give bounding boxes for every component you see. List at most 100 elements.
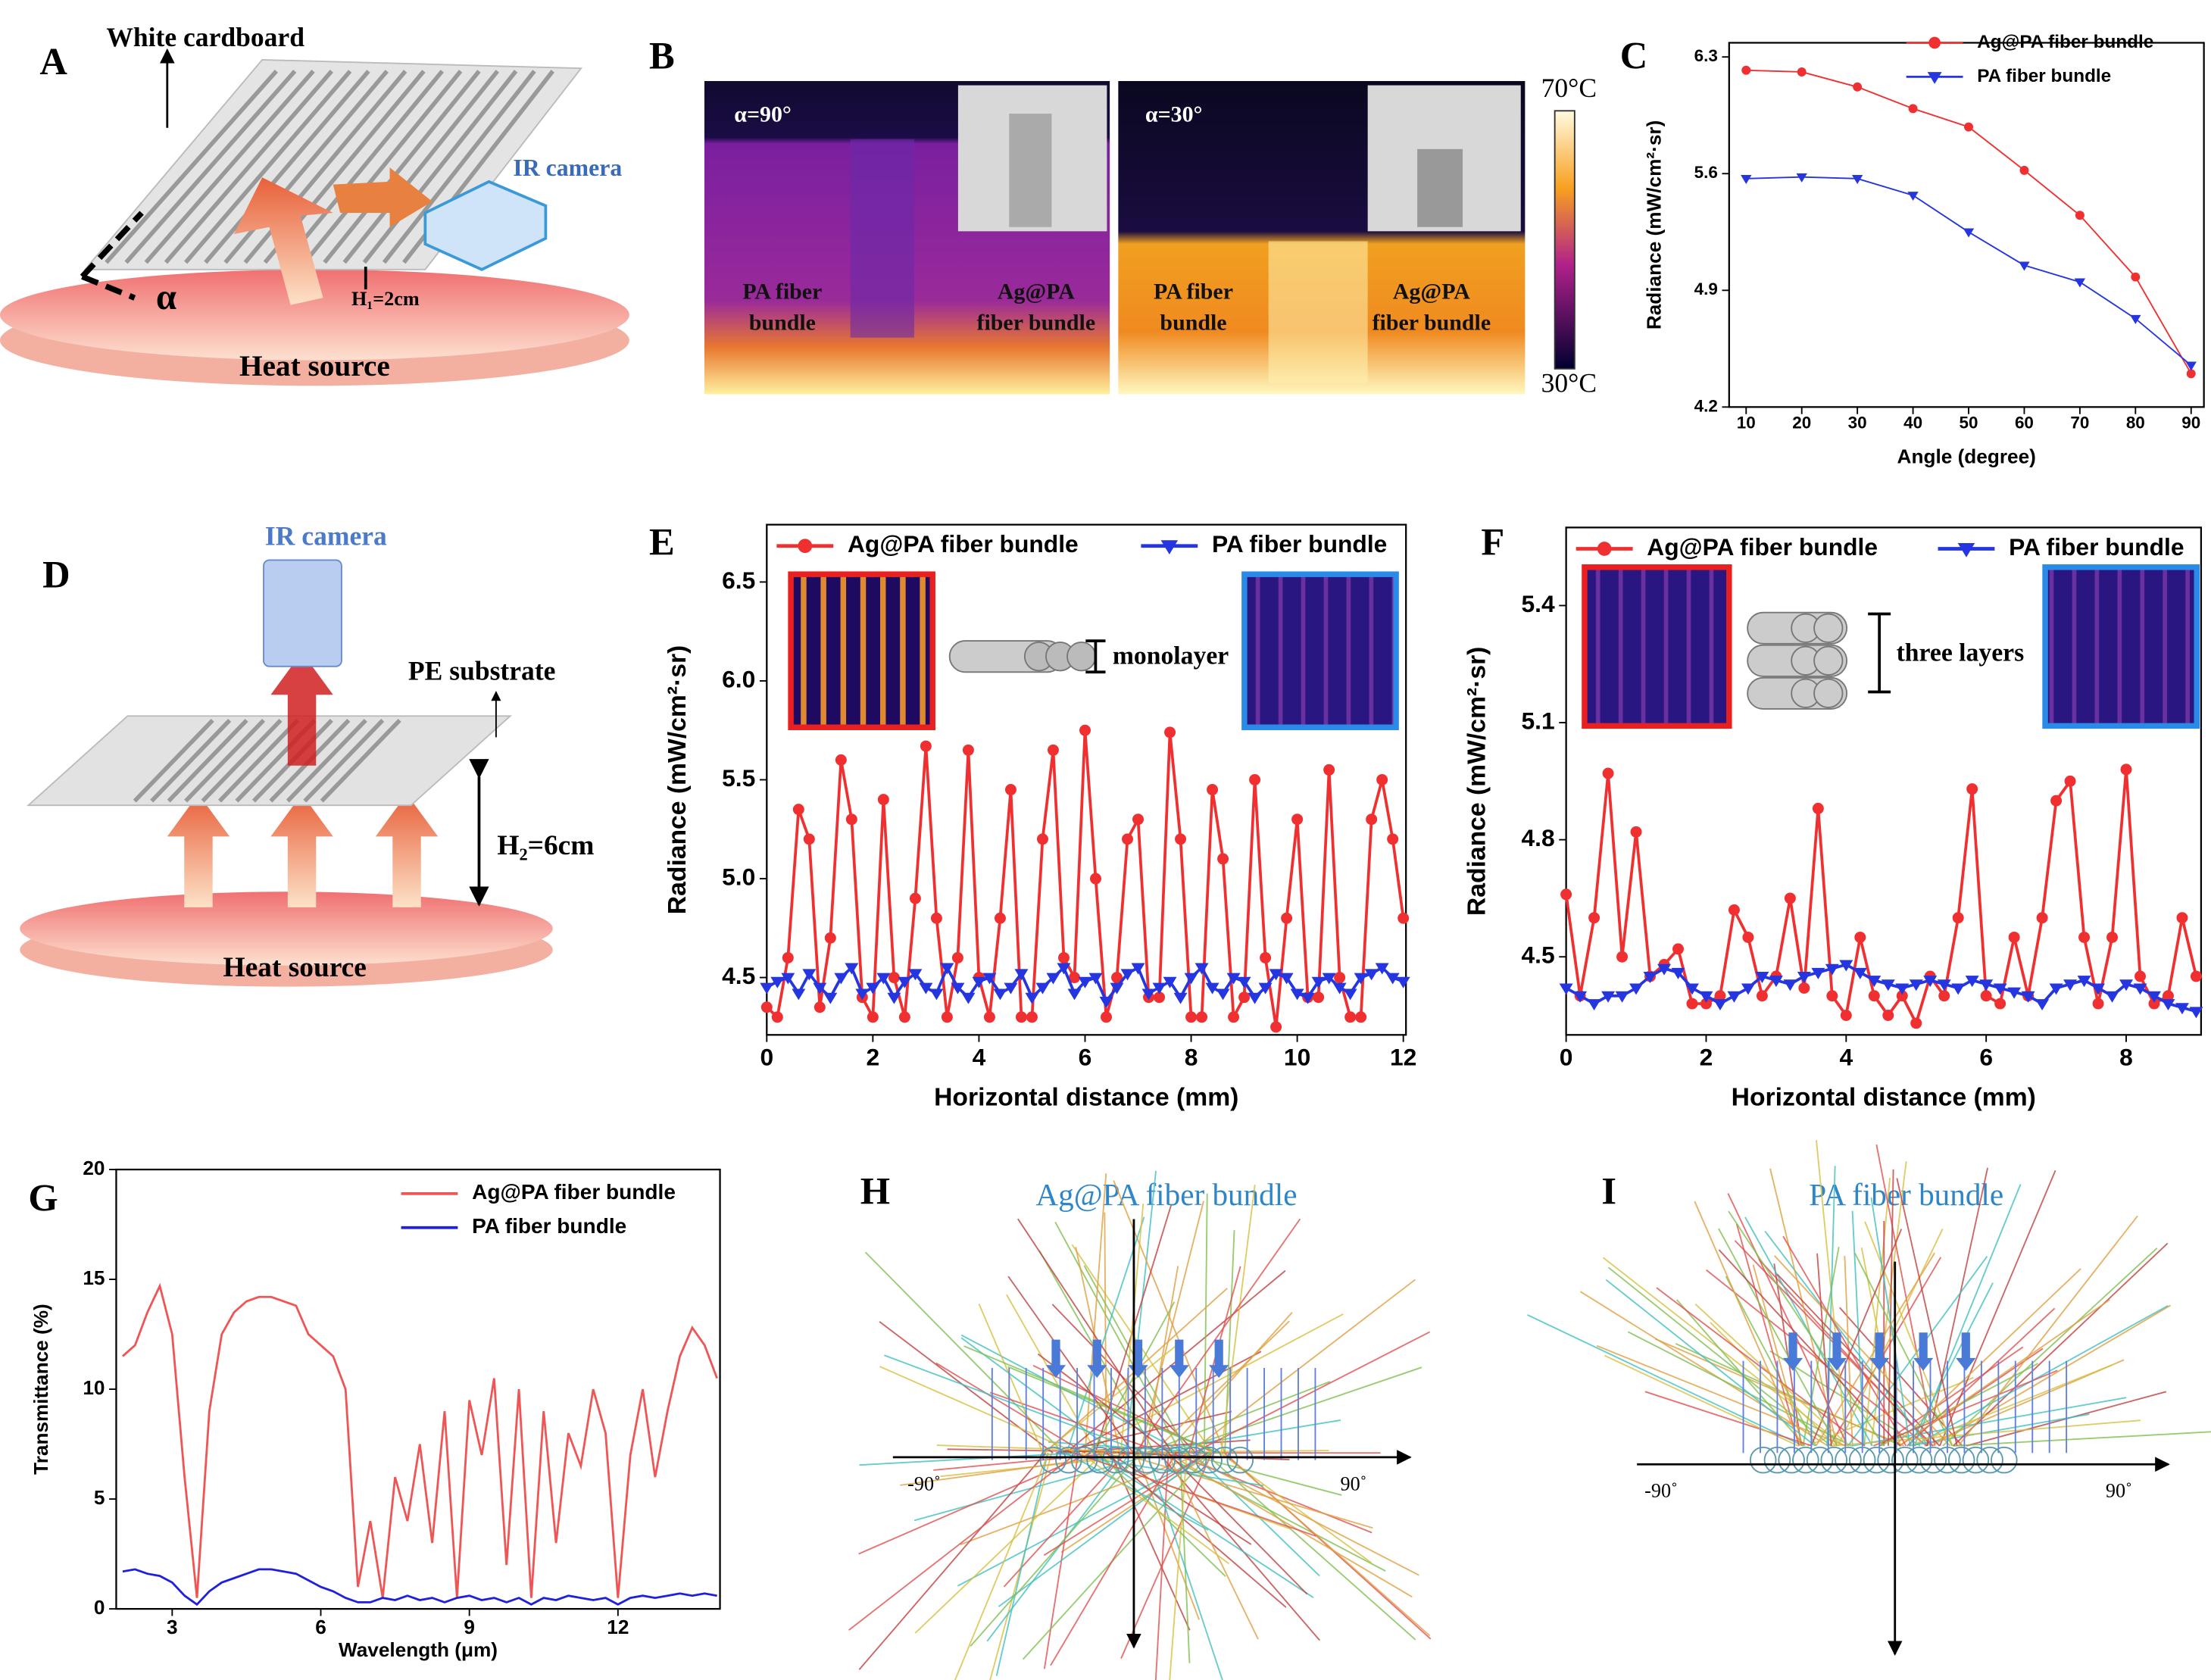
marker (1196, 1011, 1208, 1023)
label: α (156, 276, 176, 317)
marker (1079, 724, 1091, 736)
marker (1993, 983, 2007, 995)
x-tick-label: 30 (1848, 414, 1867, 432)
ray (1203, 1193, 1208, 1454)
marker (1840, 1010, 1852, 1022)
fiber-section (1164, 1446, 1191, 1474)
fiber (362, 70, 518, 264)
arrow (333, 167, 433, 227)
marker (1798, 982, 1810, 994)
marker (1908, 104, 1918, 114)
fiber-section (1991, 1446, 2018, 1474)
marker (1078, 976, 1092, 988)
label: 90˚ (2106, 1480, 2132, 1502)
ray (1853, 1252, 1953, 1447)
ray (1718, 1228, 1838, 1447)
ray (1223, 1452, 1431, 1637)
panel-letter: E (649, 520, 675, 563)
series-line (1565, 963, 2197, 1013)
legend-label: Ag@PA fiber bundle (1977, 32, 2153, 52)
fiber (105, 70, 278, 264)
label: 30°C (1541, 367, 1597, 398)
marker (835, 754, 847, 766)
marker (1291, 813, 1304, 826)
marker (2007, 987, 2022, 999)
ray (1204, 1452, 1416, 1641)
fiber-section (1778, 1446, 1805, 1474)
label: Ag@PA (998, 279, 1075, 304)
marker (909, 892, 921, 904)
y-tick-label: 6.3 (1694, 46, 1718, 65)
marker (1164, 726, 1176, 739)
fiber-section (1749, 1446, 1777, 1474)
marker (2021, 991, 2035, 1003)
label: White cardboard (106, 22, 304, 52)
panel-d: D Heat source IR camera PE substrate H₂=… (20, 521, 594, 987)
ray (1706, 1269, 1928, 1447)
marker (1952, 912, 1964, 924)
ray (1596, 1344, 1846, 1447)
marker (2176, 912, 2188, 924)
marker (802, 969, 817, 981)
ray (1864, 1221, 1953, 1447)
panel-letter: A (39, 40, 67, 83)
legend-marker (1597, 542, 1612, 556)
panel-letter: D (42, 553, 70, 595)
marker (1615, 991, 1629, 1003)
marker (1313, 991, 1325, 1004)
ray (970, 1452, 1141, 1647)
marker (1881, 979, 1895, 991)
fiber (286, 718, 367, 803)
y-axis-label: Radiance (mW/cm²·sr) (1642, 120, 1665, 329)
fiber-section (1848, 1446, 1876, 1474)
bracket (1085, 639, 1106, 674)
x-axis-label: Wavelength (μm) (339, 1638, 498, 1661)
ray (913, 1452, 1160, 1522)
ray (1125, 1170, 1157, 1454)
marker (2092, 998, 2104, 1010)
ray (1154, 1453, 1170, 1680)
marker (1882, 1010, 1894, 1022)
marker (1573, 991, 1588, 1003)
marker (961, 992, 976, 1004)
marker (1616, 951, 1629, 963)
ray (1604, 1354, 1799, 1447)
marker (1643, 972, 1657, 983)
marker (1248, 992, 1262, 1004)
marker (1122, 833, 1133, 845)
marker (1796, 173, 1807, 183)
fiber-section (1947, 1446, 1975, 1474)
marker (1755, 972, 1769, 983)
legend-marker (1927, 72, 1942, 84)
marker (1057, 951, 1070, 963)
marker (1602, 767, 1614, 779)
marker (1173, 992, 1188, 1004)
y-tick-label: 5.0 (722, 863, 755, 890)
marker (1154, 991, 1166, 1004)
marker (782, 951, 794, 963)
x-axis-label: Angle (degree) (1897, 445, 2036, 468)
legend-marker (1957, 542, 1975, 557)
fiber (382, 70, 536, 264)
ray (879, 1321, 1054, 1454)
marker (1910, 1017, 1922, 1029)
marker (2189, 1007, 2203, 1019)
ray (1135, 1452, 1200, 1620)
ray (1873, 1369, 2058, 1447)
marker (1769, 976, 1783, 988)
marker (1951, 983, 1966, 995)
x-axis-label: Horizontal distance (mm) (1732, 1083, 2036, 1111)
marker (1175, 833, 1187, 845)
label: -90˚ (1644, 1480, 1678, 1502)
fiber-drawing (948, 640, 1097, 673)
fiber-section (1210, 1446, 1238, 1474)
marker (1980, 990, 1992, 1002)
marker (1323, 763, 1335, 776)
y-tick-label: 5.1 (1521, 707, 1554, 734)
x-tick-label: 9 (464, 1616, 475, 1638)
marker (898, 1011, 910, 1023)
ray (1579, 1291, 1828, 1447)
